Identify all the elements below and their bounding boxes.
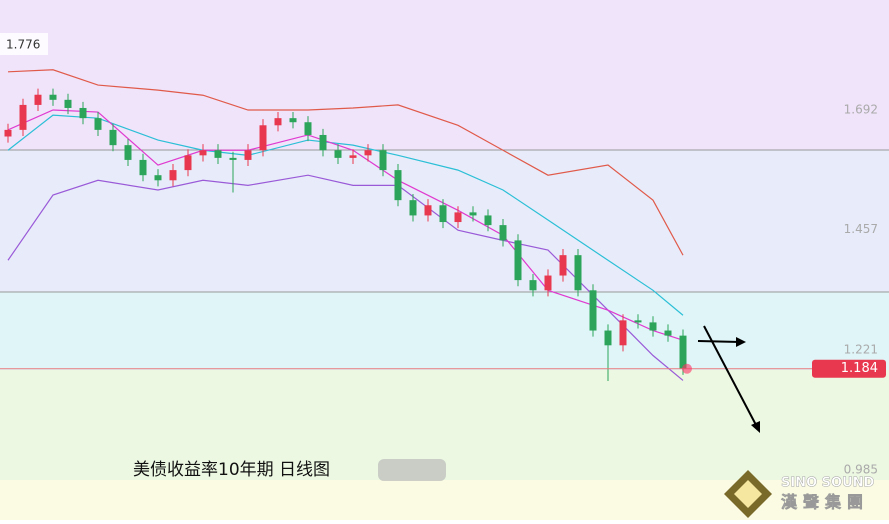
candle-body: [544, 275, 552, 291]
candle-body: [664, 330, 672, 336]
y-tick-label: 1.692: [844, 103, 878, 117]
plot: 0.985 1.221 1.457 1.692 1.184: [0, 69, 886, 477]
candle-body: [649, 322, 657, 331]
arrow-head: [736, 337, 746, 347]
candle-body: [319, 134, 327, 151]
candle-body: [214, 150, 222, 158]
high-label: 1.776: [6, 38, 40, 52]
candle-body: [289, 118, 297, 123]
last-price-dot: [682, 363, 692, 374]
candle-body: [124, 145, 132, 160]
candle-body: [469, 212, 477, 216]
candle-body: [364, 150, 372, 156]
y-tick-label: 1.457: [844, 222, 878, 236]
candle-body: [109, 129, 117, 146]
candle-body: [139, 159, 147, 176]
candle-body: [514, 240, 522, 281]
candle-body: [634, 320, 642, 323]
candle-body: [64, 99, 72, 108]
candle-body: [49, 94, 57, 100]
candle-body: [484, 215, 492, 226]
candle-body: [589, 290, 597, 331]
candle-body: [199, 150, 207, 156]
arrow: [697, 340, 741, 343]
band-line: [7, 69, 684, 256]
y-tick-label: 1.221: [844, 342, 878, 356]
candle-body: [679, 335, 687, 369]
candle-body: [4, 129, 12, 137]
blurred-box: [378, 459, 446, 481]
candle-body: [349, 155, 357, 158]
candle-body: [604, 330, 612, 346]
candle-body: [424, 205, 432, 216]
candle-body: [574, 255, 582, 291]
last-price-label: 1.184: [841, 361, 878, 376]
arrow-head: [751, 421, 760, 433]
last-price-tag: [812, 359, 886, 378]
candle-body: [409, 200, 417, 216]
candle-body: [244, 150, 252, 160]
candle-body: [169, 170, 177, 181]
candle-body: [619, 320, 627, 346]
band-line: [7, 114, 684, 316]
candle-body: [334, 150, 342, 158]
y-tick-label: 0.985: [844, 463, 878, 477]
candle-body: [559, 255, 567, 276]
candle-body: [34, 94, 42, 105]
candle-body: [394, 170, 402, 201]
candle-body: [229, 157, 237, 160]
brand-cn: 漢聲集團: [781, 493, 869, 512]
candle-body: [274, 118, 282, 126]
candle-body: [454, 212, 462, 223]
candle-body: [19, 104, 27, 130]
candle-body: [379, 150, 387, 171]
candle-body: [79, 107, 87, 119]
candle-body: [94, 118, 102, 130]
candle-body: [154, 175, 162, 181]
candle-body: [499, 225, 507, 241]
candle-body: [304, 122, 312, 135]
label-box: [0, 33, 48, 55]
candle-body: [184, 155, 192, 171]
logo: [734, 480, 762, 508]
zone-bg: [0, 0, 889, 150]
candle-body: [529, 280, 537, 291]
candle-body: [259, 125, 267, 151]
candle-body: [439, 205, 447, 223]
brand-en: SINO SOUND: [781, 476, 875, 491]
zone-bg: [0, 292, 889, 370]
band-line: [7, 174, 684, 381]
arrow: [703, 325, 757, 426]
chart-title: 美债收益率10年期 日线图: [133, 460, 330, 480]
